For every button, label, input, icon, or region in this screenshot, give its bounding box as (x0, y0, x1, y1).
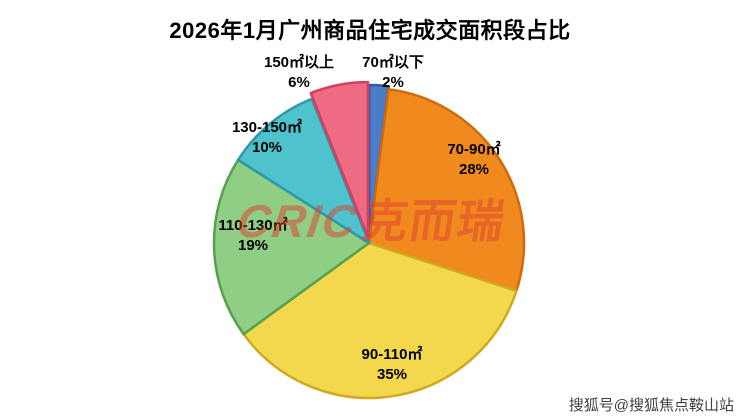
slice-label-130-150: 130-150㎡ 10% (232, 118, 302, 157)
slice-label-110-130: 110-130㎡ 19% (218, 216, 287, 255)
pie-slice-1 (367, 87, 526, 293)
slice-label-pct: 6% (288, 73, 310, 91)
pie-slice-2 (242, 241, 518, 400)
slice-label-pct: 19% (237, 236, 269, 254)
pie-slice-5 (309, 80, 370, 239)
slice-label-pct: 2% (382, 73, 404, 91)
slice-label-text: 90-110㎡ (361, 346, 423, 363)
slice-label-text: 70-90㎡ (447, 141, 501, 158)
slice-label-150-plus: 150㎡以上 6% (264, 53, 334, 92)
slice-label-70-90: 70-90㎡ 28% (447, 140, 500, 179)
slice-label-90-110: 90-110㎡ 35% (362, 345, 423, 384)
slice-label-text: 130-150㎡ (231, 119, 303, 136)
slice-label-pct: 35% (376, 365, 408, 383)
slice-label-text: 70㎡以下 (362, 54, 424, 71)
slice-label-70-below: 70㎡以下 2% (362, 53, 424, 92)
chart-title: 2026年1月广州商品住宅成交面积段占比 (169, 18, 571, 43)
slice-label-pct: 10% (251, 138, 283, 156)
souhu-watermark: 搜狐号@搜狐焦点鞍山站 (568, 397, 734, 414)
slice-label-text: 110-130㎡ (218, 217, 288, 234)
slice-label-pct: 28% (458, 160, 490, 178)
pie-slice-3 (212, 158, 371, 336)
pie-slice-4 (236, 97, 371, 245)
slice-label-text: 150㎡以上 (263, 54, 335, 71)
